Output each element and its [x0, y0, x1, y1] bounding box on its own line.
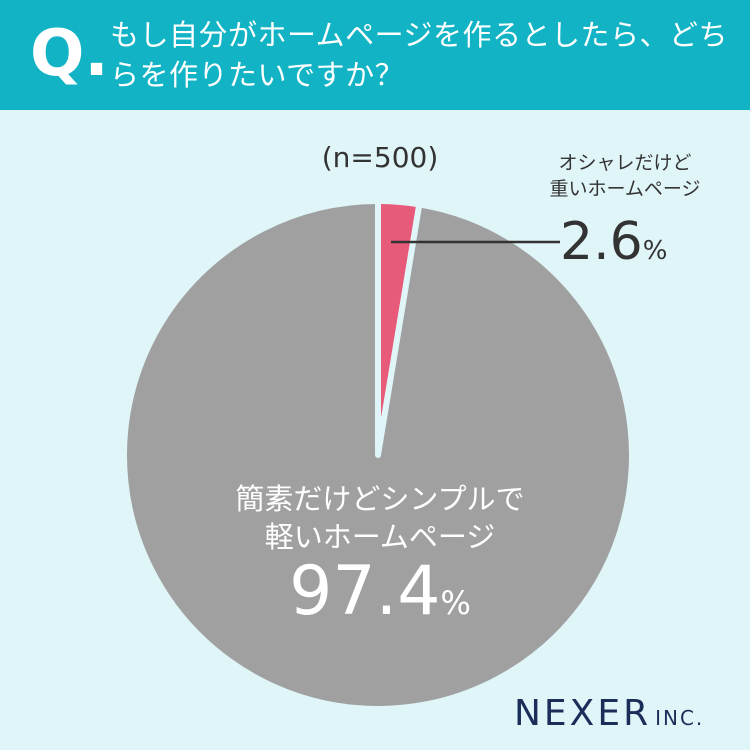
pie-slice-simple — [121, 198, 635, 712]
question-header: Q. もし自分がホームページを作るとしたら、どちらを作りたいですか？ — [0, 0, 750, 110]
nexer-logo: NEXER INC. — [514, 692, 704, 740]
q-mark: Q. — [30, 17, 109, 91]
slice-label-fancy-line2: 重いホームページ — [549, 178, 701, 200]
slice-value-simple-number: 97.4 — [289, 552, 441, 631]
slice-value-simple-unit: % — [440, 584, 471, 622]
pie-slices — [121, 198, 635, 712]
slice-value-fancy-number: 2.6 — [560, 212, 643, 272]
slice-label-simple-line1: 簡素だけどシンプルで — [235, 482, 525, 516]
slice-label-simple: 簡素だけどシンプルで 軽いホームページ — [200, 480, 560, 556]
slice-value-fancy-unit: % — [642, 236, 668, 266]
question-text: もし自分がホームページを作るとしたら、どちらを作りたいですか？ — [110, 18, 729, 92]
logo-main: NEXER — [514, 693, 652, 734]
slice-label-simple-line2: 軽いホームページ — [264, 520, 496, 554]
sample-size-label: (n=500) — [321, 141, 439, 174]
slice-label-fancy: オシャレだけど 重いホームページ — [500, 150, 750, 202]
slice-value-fancy: 2.6% — [560, 212, 667, 281]
slice-label-fancy-line1: オシャレだけど — [558, 152, 692, 174]
logo-suffix: INC. — [655, 706, 705, 730]
slice-value-simple: 97.4% — [250, 552, 510, 643]
